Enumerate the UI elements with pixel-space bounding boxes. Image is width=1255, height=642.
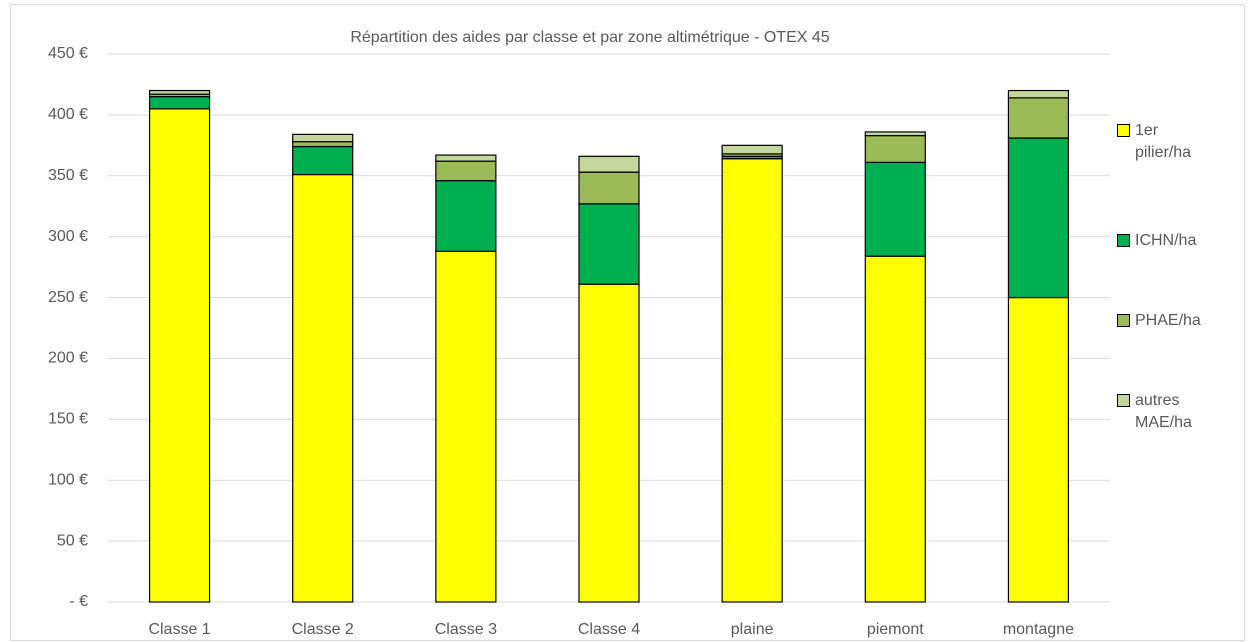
y-tick-label: 250 € xyxy=(48,289,88,306)
bar-segment xyxy=(1007,89,1070,99)
y-tick-label: 50 € xyxy=(57,532,88,549)
bar-segment xyxy=(864,134,926,163)
bar-segment xyxy=(1007,296,1070,603)
y-tick-label: 150 € xyxy=(48,411,88,428)
bar-segment xyxy=(578,155,640,173)
bar-segment xyxy=(148,96,211,110)
bar-segment xyxy=(864,161,926,257)
x-tick-label: Classe 2 xyxy=(292,621,354,638)
legend-item: 1er pilier/ha xyxy=(1117,120,1247,164)
bar-segment xyxy=(435,250,497,603)
bar-segment xyxy=(1007,97,1070,139)
bar-segment xyxy=(578,203,640,285)
bar-segment xyxy=(292,141,354,148)
legend-swatch xyxy=(1117,234,1130,247)
bar-segment xyxy=(292,133,354,143)
bar-segment xyxy=(864,255,926,603)
legend-swatch xyxy=(1117,124,1130,137)
x-tick-label: piemont xyxy=(867,621,924,638)
bar-segment xyxy=(578,283,640,603)
bar-segment xyxy=(721,158,783,603)
y-tick-label: 300 € xyxy=(48,228,88,245)
y-tick-label: - € xyxy=(69,593,88,610)
x-tick-label: Classe 3 xyxy=(435,621,497,638)
legend-swatch xyxy=(1117,314,1130,327)
bar-segment xyxy=(435,154,497,162)
y-tick-label: 350 € xyxy=(48,167,88,184)
bar-segment xyxy=(578,171,640,205)
bar-segment xyxy=(148,108,211,603)
legend-label: PHAE/ha xyxy=(1135,312,1201,329)
bar-segment xyxy=(292,145,354,176)
bar-segment xyxy=(721,144,783,155)
bar-segment xyxy=(864,131,926,137)
bar-segment xyxy=(435,180,497,252)
x-tick-label: montagne xyxy=(1003,621,1074,638)
legend-label: autres MAE/ha xyxy=(1135,392,1192,431)
x-tick-label: Classe 4 xyxy=(578,621,640,638)
legend-item: autres MAE/ha xyxy=(1117,390,1247,434)
legend-item: PHAE/ha xyxy=(1117,310,1247,332)
y-tick-label: 100 € xyxy=(48,471,88,488)
y-tick-label: 400 € xyxy=(48,106,88,123)
y-tick-label: 450 € xyxy=(48,45,88,62)
bar-segment xyxy=(292,173,354,603)
bar-segment xyxy=(148,89,211,95)
chart-title: Répartition des aides par classe et par … xyxy=(350,29,829,46)
legend-swatch xyxy=(1117,394,1130,407)
y-tick-label: 200 € xyxy=(48,350,88,367)
legend-label: ICHN/ha xyxy=(1135,232,1197,249)
x-tick-label: Classe 1 xyxy=(148,621,210,638)
legend-item: ICHN/ha xyxy=(1117,230,1247,252)
bar-segment xyxy=(1007,137,1070,299)
bar-segment xyxy=(435,160,497,182)
legend-label: 1er pilier/ha xyxy=(1135,122,1192,161)
x-tick-label: plaine xyxy=(731,621,774,638)
